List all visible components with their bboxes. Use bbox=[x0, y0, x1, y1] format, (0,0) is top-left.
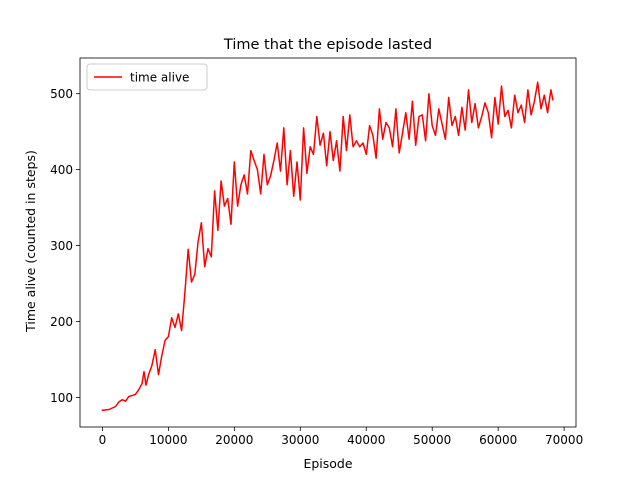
x-tick-label: 0 bbox=[99, 433, 107, 447]
x-tick-label: 50000 bbox=[413, 433, 451, 447]
y-tick-label: 400 bbox=[50, 163, 73, 177]
legend-label: time alive bbox=[130, 71, 189, 85]
x-tick-label: 20000 bbox=[215, 433, 253, 447]
x-tick-label: 70000 bbox=[545, 433, 583, 447]
chart-title: Time that the episode lasted bbox=[223, 37, 432, 53]
plot-area: 0 10000 20000 30000 40000 50000 60000 70000 100 2… bbox=[50, 57, 583, 447]
y-tick-label: 500 bbox=[50, 87, 73, 101]
x-tick-label: 30000 bbox=[281, 433, 319, 447]
x-tick-label: 10000 bbox=[149, 433, 187, 447]
y-tick-label: 300 bbox=[50, 239, 73, 253]
y-axis-label: Time alive (counted in steps) bbox=[23, 150, 38, 333]
axes-frame bbox=[79, 57, 577, 428]
x-tick-label: 60000 bbox=[479, 433, 517, 447]
y-tick-label: 100 bbox=[50, 391, 73, 405]
x-tick-label: 40000 bbox=[347, 433, 385, 447]
series-line bbox=[101, 81, 554, 412]
legend-box bbox=[86, 63, 208, 91]
legend: time alive bbox=[86, 63, 208, 91]
x-axis-label: Episode bbox=[303, 456, 352, 471]
y-tick-label: 200 bbox=[50, 315, 73, 329]
